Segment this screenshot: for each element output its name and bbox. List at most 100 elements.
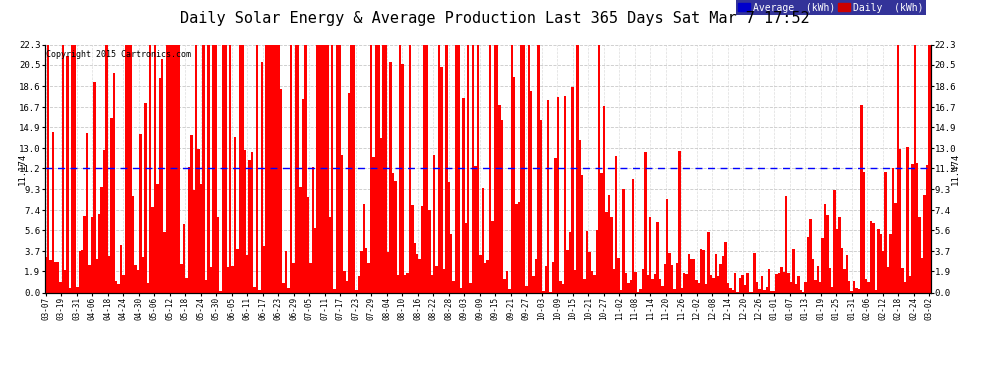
Bar — [499, 105, 501, 292]
Bar — [860, 105, 862, 292]
Bar — [47, 45, 50, 292]
Bar — [700, 249, 703, 292]
Bar — [880, 234, 882, 292]
Bar — [870, 221, 872, 292]
Bar — [760, 276, 763, 292]
Bar — [814, 280, 817, 292]
Bar — [105, 45, 108, 292]
Bar — [372, 158, 374, 292]
Bar — [202, 45, 205, 292]
Bar — [680, 288, 683, 292]
Bar — [163, 232, 166, 292]
Bar — [103, 150, 105, 292]
Bar — [357, 276, 360, 292]
Bar — [399, 45, 401, 292]
Bar — [234, 138, 237, 292]
Bar — [698, 283, 700, 292]
Bar — [158, 78, 161, 292]
Bar — [447, 182, 449, 292]
Bar — [792, 249, 795, 292]
Bar — [73, 45, 76, 292]
Bar — [809, 219, 812, 292]
Bar — [559, 281, 561, 292]
Bar — [608, 195, 610, 292]
Bar — [140, 134, 142, 292]
Bar — [758, 290, 760, 292]
Bar — [742, 275, 743, 292]
Bar — [350, 45, 352, 292]
Bar — [436, 266, 438, 292]
Bar — [205, 280, 207, 292]
Bar — [355, 290, 357, 292]
Bar — [64, 270, 66, 292]
Bar — [620, 290, 623, 292]
Text: 11.474: 11.474 — [951, 152, 960, 184]
Bar — [491, 221, 494, 292]
Text: Daily Solar Energy & Average Production Last 365 Days Sat Mar 7 17:52: Daily Solar Energy & Average Production … — [180, 11, 810, 26]
Bar — [496, 45, 499, 292]
Bar — [839, 217, 841, 292]
Bar — [185, 278, 188, 292]
Bar — [147, 283, 148, 292]
Bar — [673, 289, 676, 292]
Bar — [632, 179, 635, 292]
Bar — [765, 287, 768, 292]
Bar — [601, 172, 603, 292]
Bar — [314, 228, 317, 292]
Bar — [282, 283, 285, 292]
Bar — [845, 255, 848, 292]
Bar — [603, 106, 605, 292]
Bar — [790, 282, 792, 292]
Bar — [668, 253, 671, 292]
Bar — [207, 45, 210, 292]
Bar — [576, 45, 578, 292]
Bar — [690, 259, 693, 292]
Bar — [183, 224, 185, 292]
Bar — [581, 175, 583, 292]
Bar — [250, 152, 253, 292]
Bar — [127, 45, 130, 292]
Bar — [379, 138, 382, 292]
Bar — [739, 279, 742, 292]
Bar — [193, 190, 195, 292]
Bar — [812, 259, 814, 292]
Bar — [516, 204, 518, 292]
Bar — [804, 282, 807, 292]
Text: 11.174: 11.174 — [18, 152, 27, 184]
Bar — [344, 272, 346, 292]
Bar — [50, 261, 51, 292]
Bar — [277, 45, 280, 292]
Bar — [100, 187, 103, 292]
Bar — [280, 89, 282, 292]
Bar — [613, 269, 615, 292]
Bar — [145, 102, 147, 292]
Bar — [506, 271, 508, 292]
Bar — [132, 196, 135, 292]
Bar — [370, 45, 372, 292]
Bar — [523, 45, 526, 292]
Bar — [836, 229, 839, 292]
Bar — [855, 288, 857, 292]
Bar — [426, 45, 428, 292]
Bar — [827, 215, 829, 292]
Bar — [605, 212, 608, 292]
Bar — [384, 45, 387, 292]
Bar — [464, 224, 467, 292]
Bar — [850, 291, 853, 292]
Bar — [658, 279, 661, 292]
Bar — [887, 267, 889, 292]
Bar — [113, 74, 115, 292]
Bar — [671, 265, 673, 292]
Bar — [382, 45, 384, 292]
Bar — [59, 282, 61, 292]
Bar — [452, 281, 454, 292]
Bar — [66, 56, 69, 292]
Bar — [729, 288, 732, 292]
Bar — [247, 255, 248, 292]
Bar — [538, 45, 540, 292]
Bar — [743, 285, 746, 292]
Bar — [367, 263, 370, 292]
Bar — [623, 189, 625, 292]
Bar — [530, 91, 533, 292]
Bar — [173, 45, 175, 292]
